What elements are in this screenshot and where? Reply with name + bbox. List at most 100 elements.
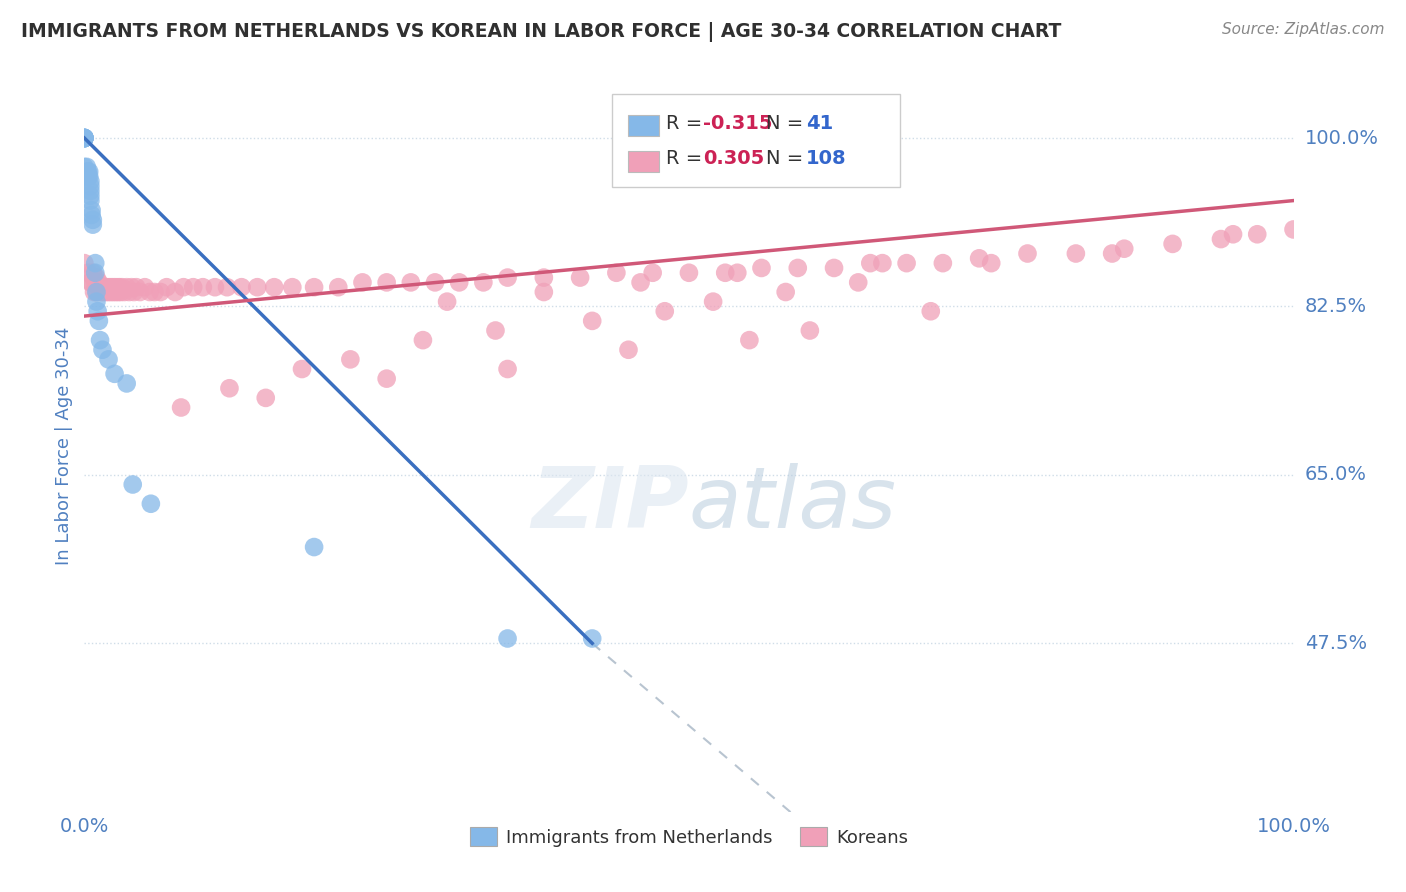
Point (91, 343, 114, 357)
Point (134, 280, 156, 294)
Point (496, 632, 519, 646)
Point (352, 276, 374, 290)
Point (484, 324, 506, 338)
Point (73, 131, 96, 145)
Text: 82.5%: 82.5% (1305, 297, 1367, 316)
Point (115, 376, 138, 391)
Text: N =: N = (766, 149, 803, 169)
Point (339, 352, 361, 367)
Point (79, 174, 101, 188)
Point (1064, 246, 1087, 260)
Point (775, 285, 797, 299)
Point (165, 285, 187, 299)
Point (496, 362, 519, 376)
Point (104, 285, 127, 299)
Point (181, 280, 204, 294)
Point (94, 285, 117, 299)
Point (79, 184, 101, 198)
Point (110, 285, 132, 299)
Point (412, 333, 434, 347)
Point (263, 280, 285, 294)
Point (104, 280, 127, 294)
Point (231, 280, 253, 294)
Point (80, 208, 103, 222)
Text: 100.0%: 100.0% (1305, 128, 1379, 147)
Point (246, 280, 269, 294)
Point (77, 169, 100, 184)
Point (93, 285, 115, 299)
Point (77, 169, 100, 184)
Point (76, 160, 98, 174)
Point (79, 194, 101, 208)
Point (139, 497, 162, 511)
Point (1101, 246, 1123, 260)
Point (155, 280, 177, 294)
Point (581, 632, 603, 646)
Point (83, 270, 105, 285)
Point (204, 280, 226, 294)
Point (77, 266, 100, 280)
Point (101, 280, 124, 294)
Point (105, 280, 128, 294)
Point (291, 362, 314, 376)
Point (1246, 227, 1268, 242)
Point (149, 285, 172, 299)
Point (100, 285, 122, 299)
Point (654, 304, 676, 318)
Text: Source: ZipAtlas.com: Source: ZipAtlas.com (1222, 22, 1385, 37)
Point (98, 280, 121, 294)
Point (129, 285, 152, 299)
Point (87, 276, 110, 290)
Point (375, 276, 398, 290)
Text: 0.305: 0.305 (703, 149, 765, 169)
Point (76, 169, 98, 184)
Point (86, 304, 108, 318)
Y-axis label: In Labor Force | Age 30-34: In Labor Force | Age 30-34 (55, 326, 73, 566)
Point (1114, 242, 1136, 256)
Text: 108: 108 (806, 149, 846, 169)
Point (751, 260, 773, 275)
Point (73, 131, 96, 145)
Point (725, 266, 748, 280)
Point (967, 252, 990, 266)
Point (859, 256, 882, 270)
Point (170, 401, 193, 415)
Text: -0.315: -0.315 (703, 113, 772, 133)
Point (143, 285, 166, 299)
Point (104, 367, 127, 381)
Point (80, 203, 103, 218)
Point (73, 131, 96, 145)
Point (77, 164, 100, 178)
Point (846, 276, 869, 290)
Point (328, 280, 350, 294)
Point (1161, 236, 1184, 251)
Point (86, 285, 108, 299)
Point (932, 256, 955, 270)
Point (84, 256, 107, 270)
Point (1222, 227, 1244, 242)
Point (896, 256, 918, 270)
Point (823, 260, 845, 275)
Point (82, 212, 104, 227)
Legend: Immigrants from Netherlands, Koreans: Immigrants from Netherlands, Koreans (463, 820, 915, 854)
Point (76, 164, 98, 178)
Point (980, 256, 1002, 270)
Point (77, 164, 100, 178)
Point (714, 266, 737, 280)
Point (569, 270, 592, 285)
Point (302, 540, 325, 554)
Point (73, 160, 96, 174)
Point (82, 266, 104, 280)
Point (581, 314, 603, 328)
Point (108, 280, 131, 294)
Point (122, 285, 145, 299)
Point (191, 280, 214, 294)
Point (89, 280, 111, 294)
Point (920, 304, 942, 318)
Point (83, 285, 105, 299)
Point (86, 294, 108, 309)
Point (496, 270, 519, 285)
Point (121, 280, 143, 294)
Text: 41: 41 (806, 113, 832, 133)
Point (872, 256, 894, 270)
